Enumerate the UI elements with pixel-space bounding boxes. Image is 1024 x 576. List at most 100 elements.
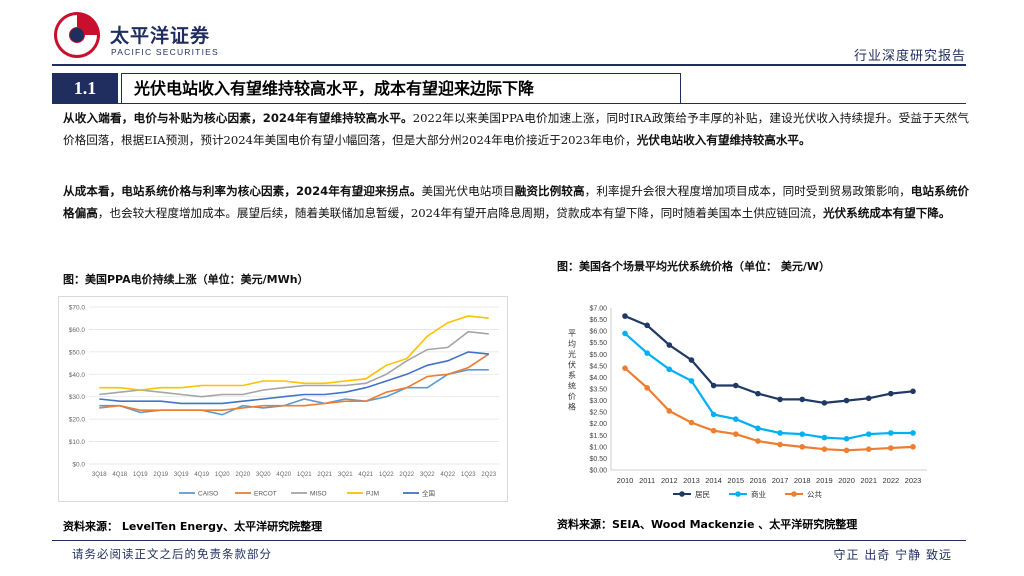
figure-2-title: 图：美国各个场景平均光伏系统价格（单位： 美元/W）: [557, 260, 830, 273]
x-tick-label: 4Q18: [112, 472, 127, 478]
data-point-商业: [666, 366, 673, 373]
x-tick-label: 2010: [617, 476, 634, 485]
data-point-公共: [888, 445, 894, 451]
paragraph-cost-lead: 从成本看，电站系统价格与利率为核心因素，2024年有望迎来拐点。: [63, 184, 422, 198]
x-tick-label: 2020: [838, 476, 855, 485]
paragraph-cost-bold-1: 融资比例较高: [514, 184, 585, 198]
company-name-en: PACIFIC SECURITIES: [111, 47, 219, 57]
paragraph-revenue-lead: 从收入端看，电价与补贴为核心因素，2024年有望维持较高水平。: [63, 111, 413, 125]
x-tick-label: 2023: [905, 476, 922, 485]
x-tick-label: 3Q20: [256, 472, 271, 478]
data-point-公共: [843, 447, 850, 454]
data-point-公共: [865, 446, 872, 452]
x-tick-label: 2Q22: [399, 472, 414, 478]
data-point-商业: [843, 435, 850, 442]
paragraph-revenue-body: 2022年以来美国PPA电价加速上涨，同时IRA政策给予丰厚的补贴，建设光伏收入…: [63, 111, 969, 147]
y-axis-label-char: 格: [568, 402, 576, 412]
legend-marker: [791, 491, 797, 497]
x-tick-label: 2018: [794, 476, 811, 485]
x-tick-label: 2016: [750, 476, 767, 485]
series-line-全国: [99, 351, 489, 405]
footer-divider: [52, 540, 966, 541]
series-line-居民: [624, 315, 914, 405]
section-divider: [52, 103, 966, 104]
y-tick-label: $0.50: [589, 456, 607, 463]
x-tick-label: 2017: [772, 476, 789, 485]
data-point-公共: [666, 408, 673, 414]
data-point-公共: [732, 431, 739, 437]
x-tick-label: 4Q19: [194, 472, 209, 478]
data-point-居民: [622, 313, 628, 319]
data-point-公共: [910, 444, 916, 450]
y-axis-label-char: 系: [568, 370, 576, 380]
x-tick-label: 3Q21: [338, 472, 353, 478]
series-line-PJM: [99, 315, 489, 391]
data-point-商业: [865, 431, 872, 437]
x-tick-label: 2014: [705, 476, 722, 485]
x-tick-label: 2Q23: [481, 472, 496, 478]
legend-label: MISO: [310, 491, 327, 498]
y-tick-label: $50.0: [69, 349, 86, 356]
paragraph-cost-body-3: ，也会较大程度增加成本。展望后续，随着美联储加息暂缓，2024年有望开启降息周期…: [97, 205, 823, 220]
data-point-居民: [843, 397, 850, 404]
x-tick-label: 2013: [683, 476, 700, 485]
y-tick-label: $1.00: [589, 444, 607, 451]
y-axis-label-char: 统: [568, 381, 576, 391]
data-point-商业: [821, 434, 828, 441]
y-tick-label: $60.0: [69, 327, 86, 334]
y-axis-label-char: 均: [568, 339, 576, 349]
y-axis-label-char: 伏: [568, 360, 576, 370]
legend-label: CAISO: [198, 491, 218, 498]
data-point-商业: [622, 330, 628, 337]
x-tick-label: 2011: [639, 476, 655, 485]
y-tick-label: $0.0: [72, 462, 85, 469]
data-point-商业: [710, 411, 717, 418]
data-point-居民: [865, 395, 872, 402]
y-tick-label: $4.00: [589, 375, 607, 382]
data-point-商业: [910, 430, 916, 436]
y-tick-label: $6.00: [589, 329, 607, 336]
data-point-公共: [644, 385, 650, 391]
data-point-公共: [755, 438, 761, 444]
pv-system-price-line-chart: $0.00 $0.50 $1.00 $1.50 $2.00 $2.50 $3.00 $3.50…: [568, 306, 927, 499]
data-point-商业: [777, 430, 783, 436]
disclaimer-note: 请务必阅读正文之后的免责条款部分: [72, 547, 272, 561]
x-tick-label: 3Q22: [420, 472, 435, 478]
x-tick-label: 3Q19: [174, 472, 189, 478]
x-tick-label: 2Q21: [317, 472, 332, 478]
x-tick-label: 2019: [816, 476, 833, 485]
x-tick-label: 3Q18: [92, 472, 107, 478]
x-tick-label: 4Q20: [276, 472, 291, 478]
x-tick-label: 1Q23: [461, 472, 476, 478]
data-point-公共: [777, 441, 783, 448]
legend-label: 商业: [751, 489, 766, 499]
y-axis-label-char: 价: [568, 392, 576, 401]
paragraph-cost-bold-2: 电站系统价格偏高: [63, 184, 969, 220]
series-line-ERCOT: [99, 353, 490, 411]
y-tick-label: $5.50: [589, 340, 607, 347]
x-tick-label: 1Q22: [379, 472, 394, 478]
data-point-居民: [777, 396, 783, 403]
x-tick-label: 2021: [860, 476, 877, 485]
x-tick-label: 1Q21: [297, 472, 312, 478]
y-tick-label: $4.50: [589, 363, 607, 370]
y-tick-label: $1.50: [589, 433, 607, 440]
company-name-cn: 太平洋证券: [110, 25, 211, 47]
x-tick-label: 4Q22: [440, 472, 455, 478]
x-tick-label: 1Q20: [215, 472, 230, 478]
y-tick-label: $40.0: [69, 372, 86, 379]
legend-label: ERCOT: [254, 491, 277, 498]
data-point-居民: [710, 382, 717, 389]
data-point-居民: [799, 396, 806, 403]
x-tick-label: 2012: [661, 476, 678, 485]
x-tick-label: 2022: [883, 476, 900, 485]
figure-2-source: 资料来源：SEIA、Wood Mackenzie 、太平洋研究院整理: [557, 518, 858, 531]
y-tick-label: $30.0: [69, 394, 86, 401]
paragraph-revenue-tail: 光伏电站收入有望维持较高水平。: [636, 132, 811, 147]
series-line-MISO: [99, 330, 489, 398]
series-line-商业: [624, 332, 913, 440]
y-tick-label: $3.00: [589, 398, 607, 405]
y-tick-label: $20.0: [69, 417, 86, 424]
y-tick-label: $2.50: [589, 410, 607, 417]
figure-1-title: 图：美国PPA电价持续上涨（单位：美元/MWh）: [63, 273, 309, 286]
